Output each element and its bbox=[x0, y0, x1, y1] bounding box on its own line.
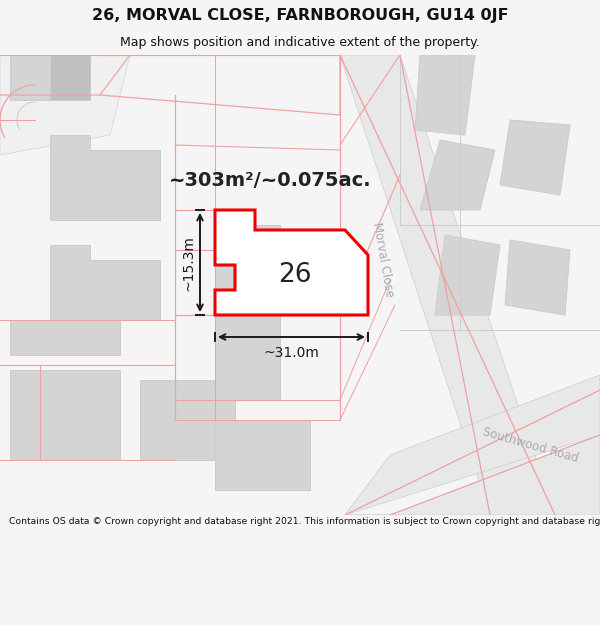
Text: ~15.3m: ~15.3m bbox=[181, 235, 195, 291]
Polygon shape bbox=[10, 370, 120, 460]
Text: 26, MORVAL CLOSE, FARNBOROUGH, GU14 0JF: 26, MORVAL CLOSE, FARNBOROUGH, GU14 0JF bbox=[92, 8, 508, 23]
Polygon shape bbox=[435, 235, 500, 315]
Polygon shape bbox=[10, 55, 90, 100]
Polygon shape bbox=[505, 240, 570, 315]
Polygon shape bbox=[10, 320, 120, 355]
Polygon shape bbox=[50, 55, 90, 100]
Polygon shape bbox=[500, 120, 570, 195]
Polygon shape bbox=[140, 380, 235, 460]
Text: Contains OS data © Crown copyright and database right 2021. This information is : Contains OS data © Crown copyright and d… bbox=[9, 518, 600, 526]
Text: Morval Close: Morval Close bbox=[370, 222, 396, 298]
Polygon shape bbox=[0, 55, 130, 155]
Text: ~303m²/~0.075ac.: ~303m²/~0.075ac. bbox=[169, 171, 371, 189]
Text: Map shows position and indicative extent of the property.: Map shows position and indicative extent… bbox=[120, 36, 480, 49]
Polygon shape bbox=[340, 55, 555, 515]
Polygon shape bbox=[215, 210, 368, 315]
Polygon shape bbox=[50, 245, 160, 320]
Text: 26: 26 bbox=[278, 262, 312, 288]
Polygon shape bbox=[215, 225, 280, 400]
Polygon shape bbox=[345, 435, 600, 515]
Polygon shape bbox=[345, 375, 600, 515]
Polygon shape bbox=[50, 135, 160, 220]
Text: ~31.0m: ~31.0m bbox=[263, 346, 319, 360]
Polygon shape bbox=[415, 55, 475, 135]
Text: Southwood Road: Southwood Road bbox=[481, 425, 580, 465]
Polygon shape bbox=[420, 140, 495, 210]
Polygon shape bbox=[215, 420, 310, 490]
